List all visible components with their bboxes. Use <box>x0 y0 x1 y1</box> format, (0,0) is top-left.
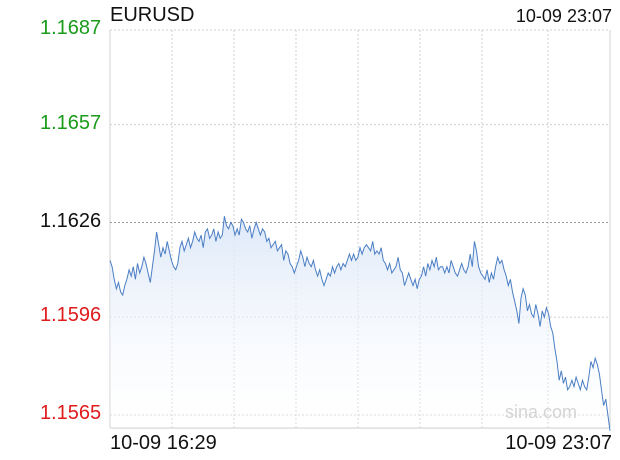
watermark: sina.com <box>505 402 578 422</box>
x-tick-label: 10-09 16:29 <box>110 432 217 454</box>
chart-title: EURUSD <box>110 4 195 26</box>
price-area <box>110 216 610 431</box>
y-tick-label: 1.1565 <box>40 402 102 424</box>
y-tick-label: 1.1657 <box>40 111 102 134</box>
price-line <box>109 216 611 431</box>
y-tick-label: 1.1596 <box>40 304 102 327</box>
y-tick-label: 1.1626 <box>40 209 102 232</box>
y-tick-label: 1.1687 <box>40 17 102 39</box>
x-tick-label: 10-09 23:07 <box>505 432 612 454</box>
timestamp: 10-09 23:07 <box>515 6 612 26</box>
